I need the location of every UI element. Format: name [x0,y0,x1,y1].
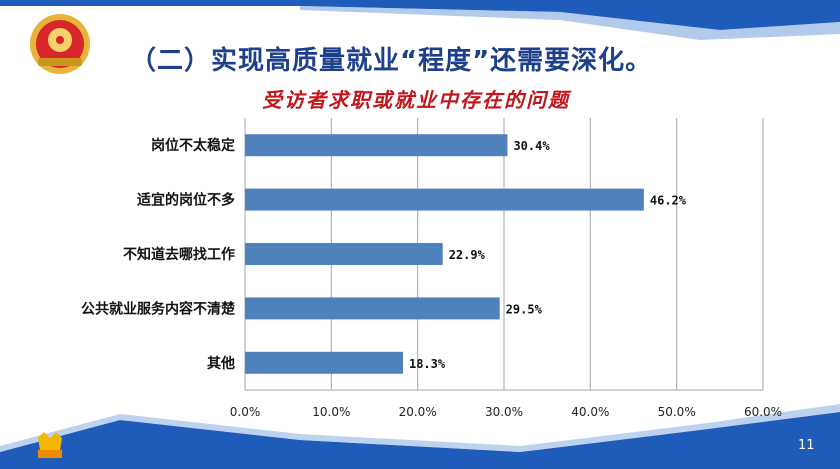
bar [245,297,500,320]
x-tick-label: 40.0% [571,405,609,419]
vip-badge-icon [38,432,62,458]
bottom-banner [0,412,840,469]
data-label: 29.5% [506,302,543,316]
category-label: 不知道去哪找工作 [123,246,235,263]
bar [245,188,644,211]
x-tick-label: 10.0% [312,405,350,419]
data-label: 22.9% [449,248,486,262]
slide-subtitle: 受访者求职或就业中存在的问题 [262,88,570,112]
category-label: 岗位不太稳定 [151,137,235,154]
category-label: 公共就业服务内容不清楚 [81,300,236,317]
bar [245,351,403,374]
category-label: 适宜的岗位不多 [137,192,235,209]
x-tick-label: 20.0% [399,405,437,419]
data-label: 18.3% [409,357,446,371]
category-label: 其他 [207,355,235,372]
bar [245,134,508,157]
x-tick-label: 30.0% [485,405,523,419]
emblem-icon [30,14,90,74]
data-label: 30.4% [513,139,550,153]
x-tick-label: 50.0% [658,405,696,419]
top-banner-stripe [300,6,840,40]
data-label: 46.2% [650,194,687,208]
bar [245,243,443,265]
page-number: 11 [798,438,815,453]
top-banner [0,0,840,30]
slide-title: （二）实现高质量就业“程度”还需要深化。 [130,46,653,76]
x-tick-label: 0.0% [230,405,261,419]
bottom-banner-stripe [0,404,840,452]
x-tick-label: 60.0% [744,405,782,419]
